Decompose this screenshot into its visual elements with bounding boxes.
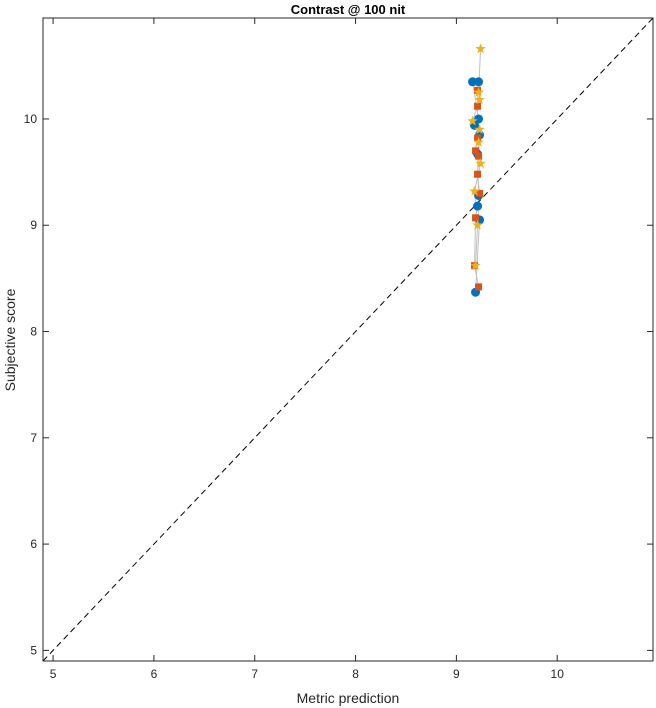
- data-point-star: [472, 219, 483, 230]
- identity-reference-line: [42, 17, 654, 662]
- y-tick-label: 5: [30, 643, 37, 657]
- y-tick-label: 7: [30, 431, 37, 445]
- data-point-star: [475, 158, 486, 169]
- data-point-square: [472, 147, 480, 155]
- y-axis-label: Subjective score: [2, 288, 18, 391]
- y-tick-label: 8: [30, 325, 37, 339]
- data-point-square: [474, 134, 482, 142]
- y-tick-label: 10: [24, 112, 38, 126]
- y-tick-label: 9: [30, 218, 37, 232]
- data-point-square: [474, 102, 482, 110]
- x-tick-label: 7: [251, 667, 258, 681]
- data-point-square: [472, 214, 480, 222]
- data-point-square: [476, 189, 484, 197]
- data-point-star: [473, 86, 484, 97]
- data-point-star: [467, 115, 478, 126]
- data-point-star: [469, 185, 480, 196]
- plot-frame: [42, 17, 654, 662]
- chart-title: Contrast @ 100 nit: [291, 2, 406, 17]
- x-tick-label: 5: [50, 667, 57, 681]
- x-tick-label: 6: [151, 667, 158, 681]
- x-tick-label: 8: [352, 667, 359, 681]
- data-point-square: [475, 283, 483, 291]
- x-axis-ticks: 5 6 7 8 9 10: [50, 18, 564, 681]
- x-tick-label: 10: [551, 667, 565, 681]
- x-tick-label: 9: [453, 667, 460, 681]
- x-axis-label: Metric prediction: [297, 690, 400, 706]
- y-axis-ticks: 5 6 7 8 9 10: [24, 112, 653, 657]
- data-point-square: [475, 152, 483, 160]
- data-point-star: [473, 136, 484, 147]
- data-point-circle: [473, 201, 483, 211]
- y-tick-label: 6: [30, 537, 37, 551]
- data-point-star: [474, 124, 485, 135]
- data-point-circle: [474, 77, 484, 87]
- data-point-star: [470, 260, 481, 271]
- data-point-square: [474, 170, 482, 178]
- data-point-star: [474, 94, 485, 105]
- data-points: [467, 43, 486, 297]
- data-point-star: [475, 43, 486, 54]
